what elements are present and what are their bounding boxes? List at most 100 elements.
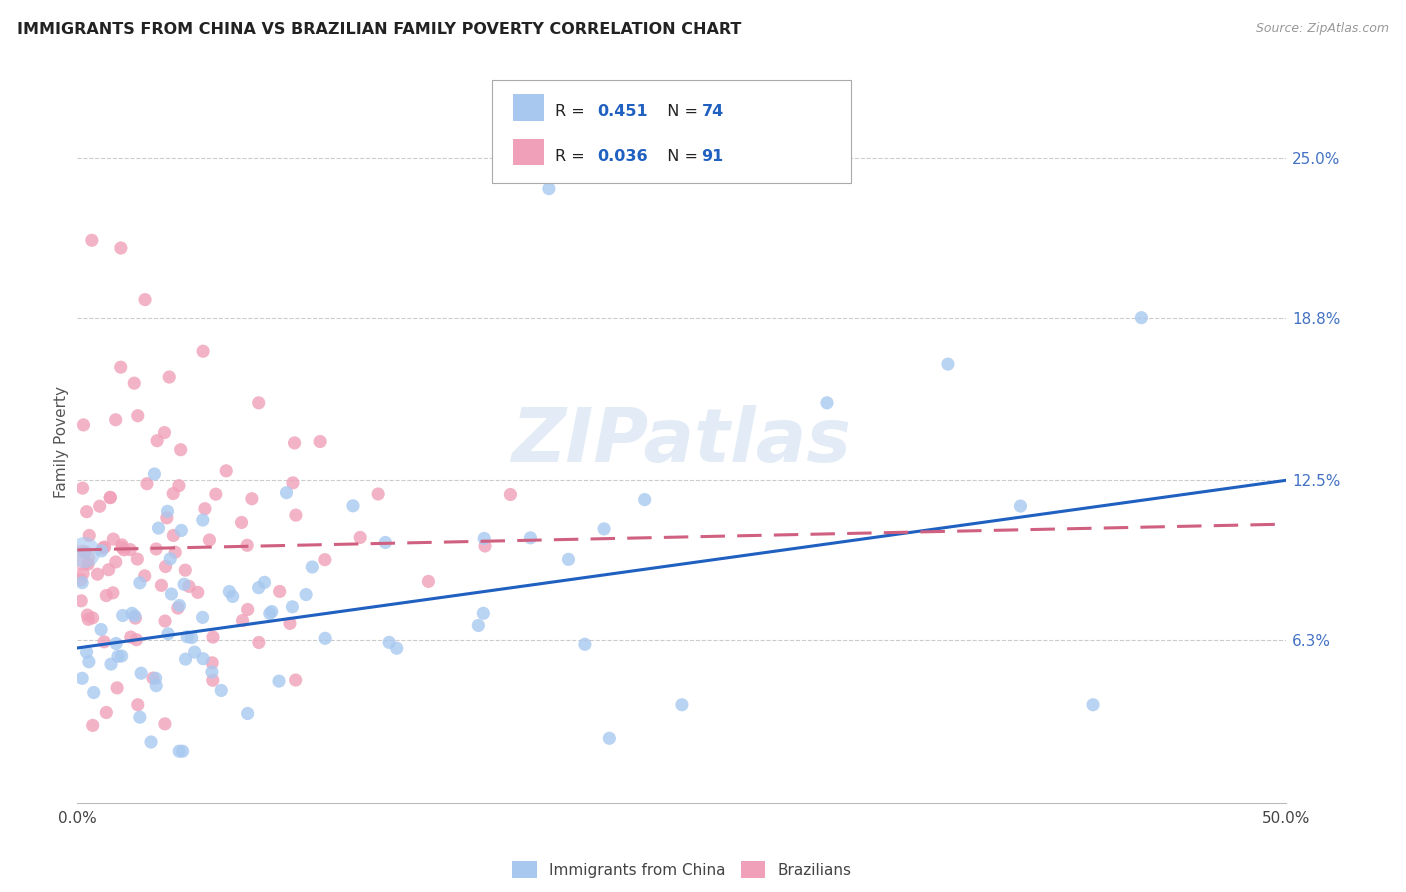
Point [309, 434, 332, 449]
Point [269, 584, 291, 599]
Point [129, 666, 152, 681]
Point [150, 578, 173, 592]
Point [77, 655, 100, 669]
Point [111, 648, 134, 663]
Point [73, 545, 96, 559]
Point [145, 679, 167, 693]
Point [278, 616, 301, 631]
Point [281, 599, 304, 614]
Point [82, 611, 104, 625]
Point [295, 588, 318, 602]
Point [574, 637, 596, 651]
Point [105, 681, 128, 695]
Point [77, 557, 100, 571]
Point [385, 641, 408, 656]
Point [301, 560, 323, 574]
Point [467, 618, 489, 632]
Point [162, 528, 184, 542]
Point [145, 671, 167, 685]
Point [167, 478, 190, 492]
Point [93, 540, 115, 554]
Point [367, 487, 389, 501]
Point [89, 500, 111, 514]
Point [170, 524, 193, 538]
Point [128, 710, 150, 724]
Point [247, 581, 270, 595]
Point [671, 698, 693, 712]
Point [127, 409, 149, 423]
Point [107, 649, 129, 664]
Point [100, 491, 122, 505]
Point [174, 563, 197, 577]
Point [70, 594, 93, 608]
Point [111, 608, 134, 623]
Point [156, 511, 179, 525]
Point [191, 513, 214, 527]
Point [598, 731, 620, 746]
Point [111, 538, 134, 552]
Point [111, 541, 134, 555]
Point [148, 521, 170, 535]
Point [122, 376, 145, 391]
Point [247, 396, 270, 410]
Point [374, 535, 396, 549]
Point [218, 584, 240, 599]
Point [72, 481, 94, 495]
Point [110, 241, 132, 255]
Point [499, 487, 522, 501]
Point [236, 602, 259, 616]
Point [260, 605, 283, 619]
Point [474, 539, 496, 553]
Point [253, 575, 276, 590]
Point [139, 735, 162, 749]
Point [142, 671, 165, 685]
Point [167, 744, 190, 758]
Point [155, 559, 177, 574]
Point [120, 542, 142, 557]
Point [104, 555, 127, 569]
Point [128, 575, 150, 590]
Text: R =: R = [555, 104, 591, 120]
Point [69, 573, 91, 587]
Y-axis label: Family Poverty: Family Poverty [53, 385, 69, 498]
Point [183, 645, 205, 659]
Point [201, 673, 224, 688]
Point [247, 635, 270, 649]
Text: N =: N = [657, 104, 703, 120]
Point [418, 574, 440, 589]
Point [314, 632, 336, 646]
Point [472, 607, 495, 621]
Point [284, 673, 307, 687]
Point [160, 587, 183, 601]
Point [105, 636, 128, 650]
Point [134, 293, 156, 307]
Point [472, 532, 495, 546]
Point [231, 516, 253, 530]
Point [204, 487, 226, 501]
Point [170, 442, 193, 457]
Point [134, 569, 156, 583]
Point [73, 545, 96, 559]
Point [1010, 499, 1032, 513]
Point [378, 635, 401, 649]
Point [96, 706, 118, 720]
Point [198, 533, 221, 547]
Point [259, 607, 281, 621]
Point [267, 674, 290, 689]
Point [276, 485, 298, 500]
Point [187, 585, 209, 599]
Point [236, 706, 259, 721]
Point [537, 182, 560, 196]
Point [176, 630, 198, 644]
Point [127, 698, 149, 712]
Point [146, 434, 169, 448]
Point [191, 610, 214, 624]
Point [936, 357, 959, 371]
Point [86, 567, 108, 582]
Text: Source: ZipAtlas.com: Source: ZipAtlas.com [1256, 22, 1389, 36]
Point [159, 551, 181, 566]
Point [110, 360, 132, 375]
Text: N =: N = [657, 149, 703, 164]
Point [127, 552, 149, 566]
Point [593, 522, 616, 536]
